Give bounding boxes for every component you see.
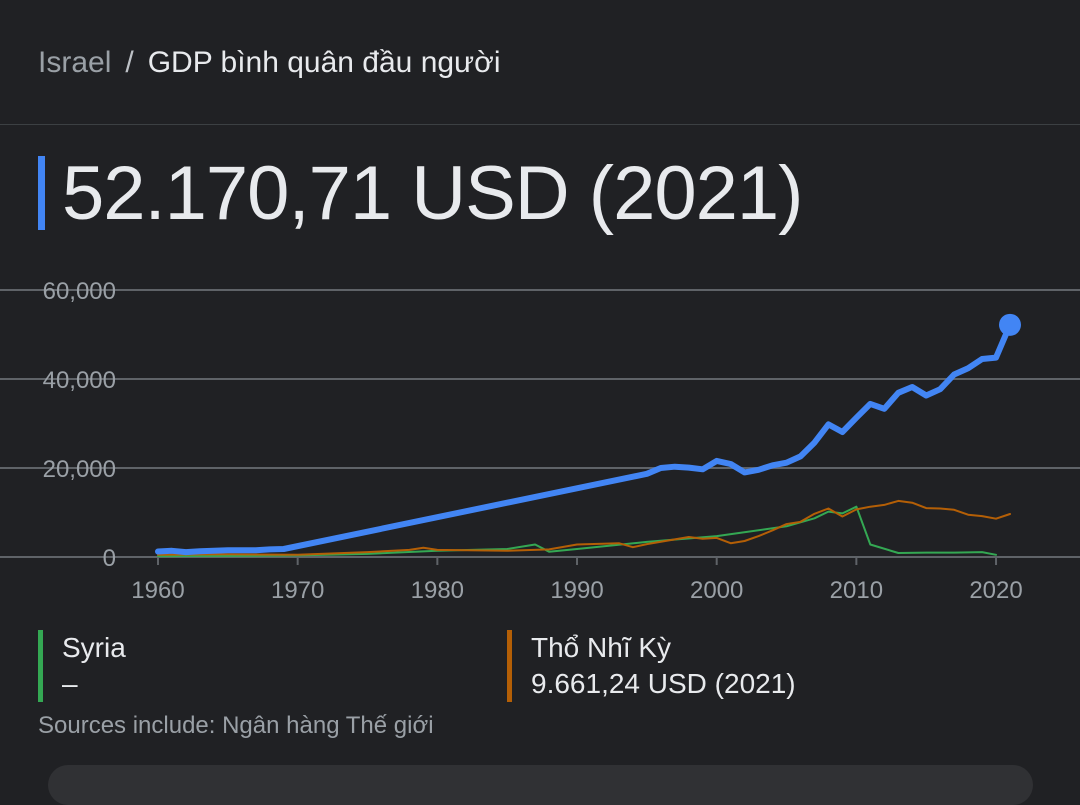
legend-name-turkey: Thổ Nhĩ Kỳ bbox=[531, 632, 672, 663]
grid-layer bbox=[0, 289, 1080, 558]
x-tick-label: 2010 bbox=[830, 577, 883, 604]
legend-name-syria: Syria bbox=[62, 632, 126, 663]
legend-value-turkey: 9.661,24 USD (2021) bbox=[531, 668, 796, 699]
legend-swatch-turkey bbox=[507, 630, 512, 702]
series-end-marker[interactable] bbox=[999, 313, 1021, 336]
series-line-syria[interactable] bbox=[157, 505, 997, 558]
x-tick-label: 2020 bbox=[969, 577, 1022, 604]
breadcrumb: Israel / GDP bình quân đầu người bbox=[38, 46, 500, 80]
series-line-israel[interactable] bbox=[155, 321, 1013, 556]
breadcrumb-root-link[interactable]: Israel bbox=[38, 46, 112, 79]
breadcrumb-current: GDP bình quân đầu người bbox=[147, 46, 501, 79]
gdp-line-chart[interactable]: 0 20,000 40,000 60,000 1960 1970 1980 1990 2000 2… bbox=[0, 270, 1080, 620]
series-line-thổ-nhĩ-kỳ[interactable] bbox=[157, 499, 1011, 556]
bottom-card[interactable] bbox=[48, 765, 1033, 805]
y-tick-label: 40,000 bbox=[43, 367, 116, 394]
headline-accent-bar bbox=[38, 156, 45, 230]
y-tick-label: 20,000 bbox=[43, 456, 116, 483]
header-divider bbox=[0, 124, 1080, 125]
headline-value: 52.170,71 USD (2021) bbox=[62, 151, 803, 236]
y-tick-label: 0 bbox=[103, 545, 116, 572]
tick-layer: 0 20,000 40,000 60,000 1960 1970 1980 1990 2000 2… bbox=[43, 278, 1023, 604]
legend-swatch-syria bbox=[38, 630, 43, 702]
y-tick-label: 60,000 bbox=[43, 278, 116, 305]
sources-note: Sources include: Ngân hàng Thế giới bbox=[38, 712, 434, 739]
series-layer bbox=[155, 313, 1021, 558]
x-tick-label: 1960 bbox=[131, 577, 184, 604]
x-tick-label: 1990 bbox=[550, 577, 603, 604]
breadcrumb-separator: / bbox=[125, 46, 134, 79]
legend-value-syria: – bbox=[62, 668, 78, 699]
x-tick-label: 1970 bbox=[271, 577, 324, 604]
x-tick-label: 1980 bbox=[411, 577, 464, 604]
x-tick-label: 2000 bbox=[690, 577, 743, 604]
